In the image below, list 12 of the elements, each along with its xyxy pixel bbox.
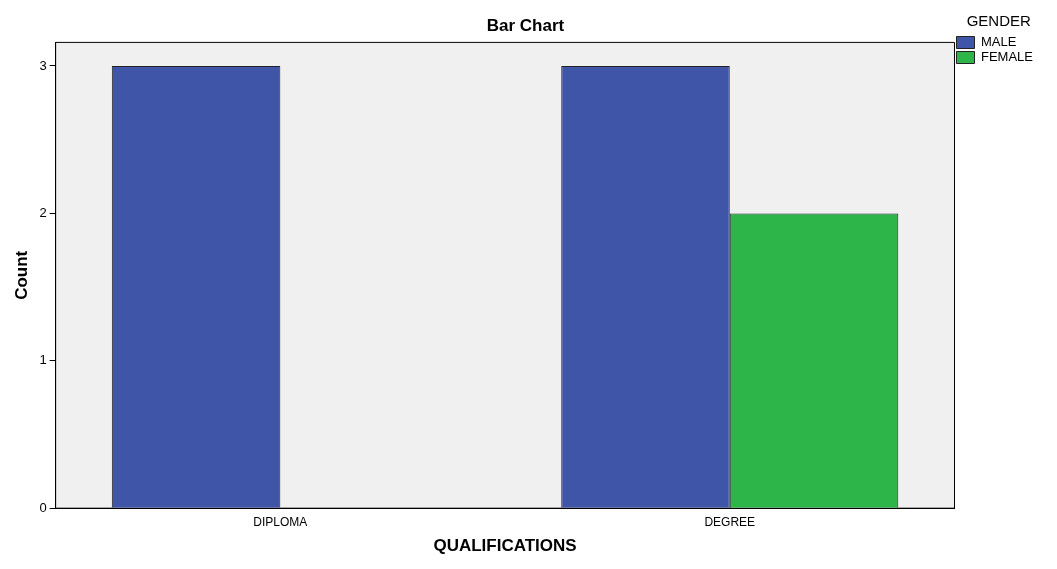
x-tick-label: DEGREE bbox=[704, 514, 756, 529]
x-axis-title: QUALIFICATIONS bbox=[433, 536, 577, 556]
x-tick-label: DIPLOMA bbox=[253, 514, 308, 529]
y-tick-label: 2 bbox=[39, 204, 47, 220]
legend-label: MALE bbox=[980, 34, 1017, 50]
y-axis-title: Count bbox=[11, 250, 31, 300]
legend-label: FEMALE bbox=[980, 49, 1034, 65]
legend-title: GENDER bbox=[966, 11, 1031, 29]
y-tick-label: 3 bbox=[39, 57, 47, 73]
y-tick-label: 0 bbox=[39, 499, 47, 515]
y-tick-label: 1 bbox=[39, 352, 47, 368]
chart-title: Bar Chart bbox=[486, 15, 565, 35]
